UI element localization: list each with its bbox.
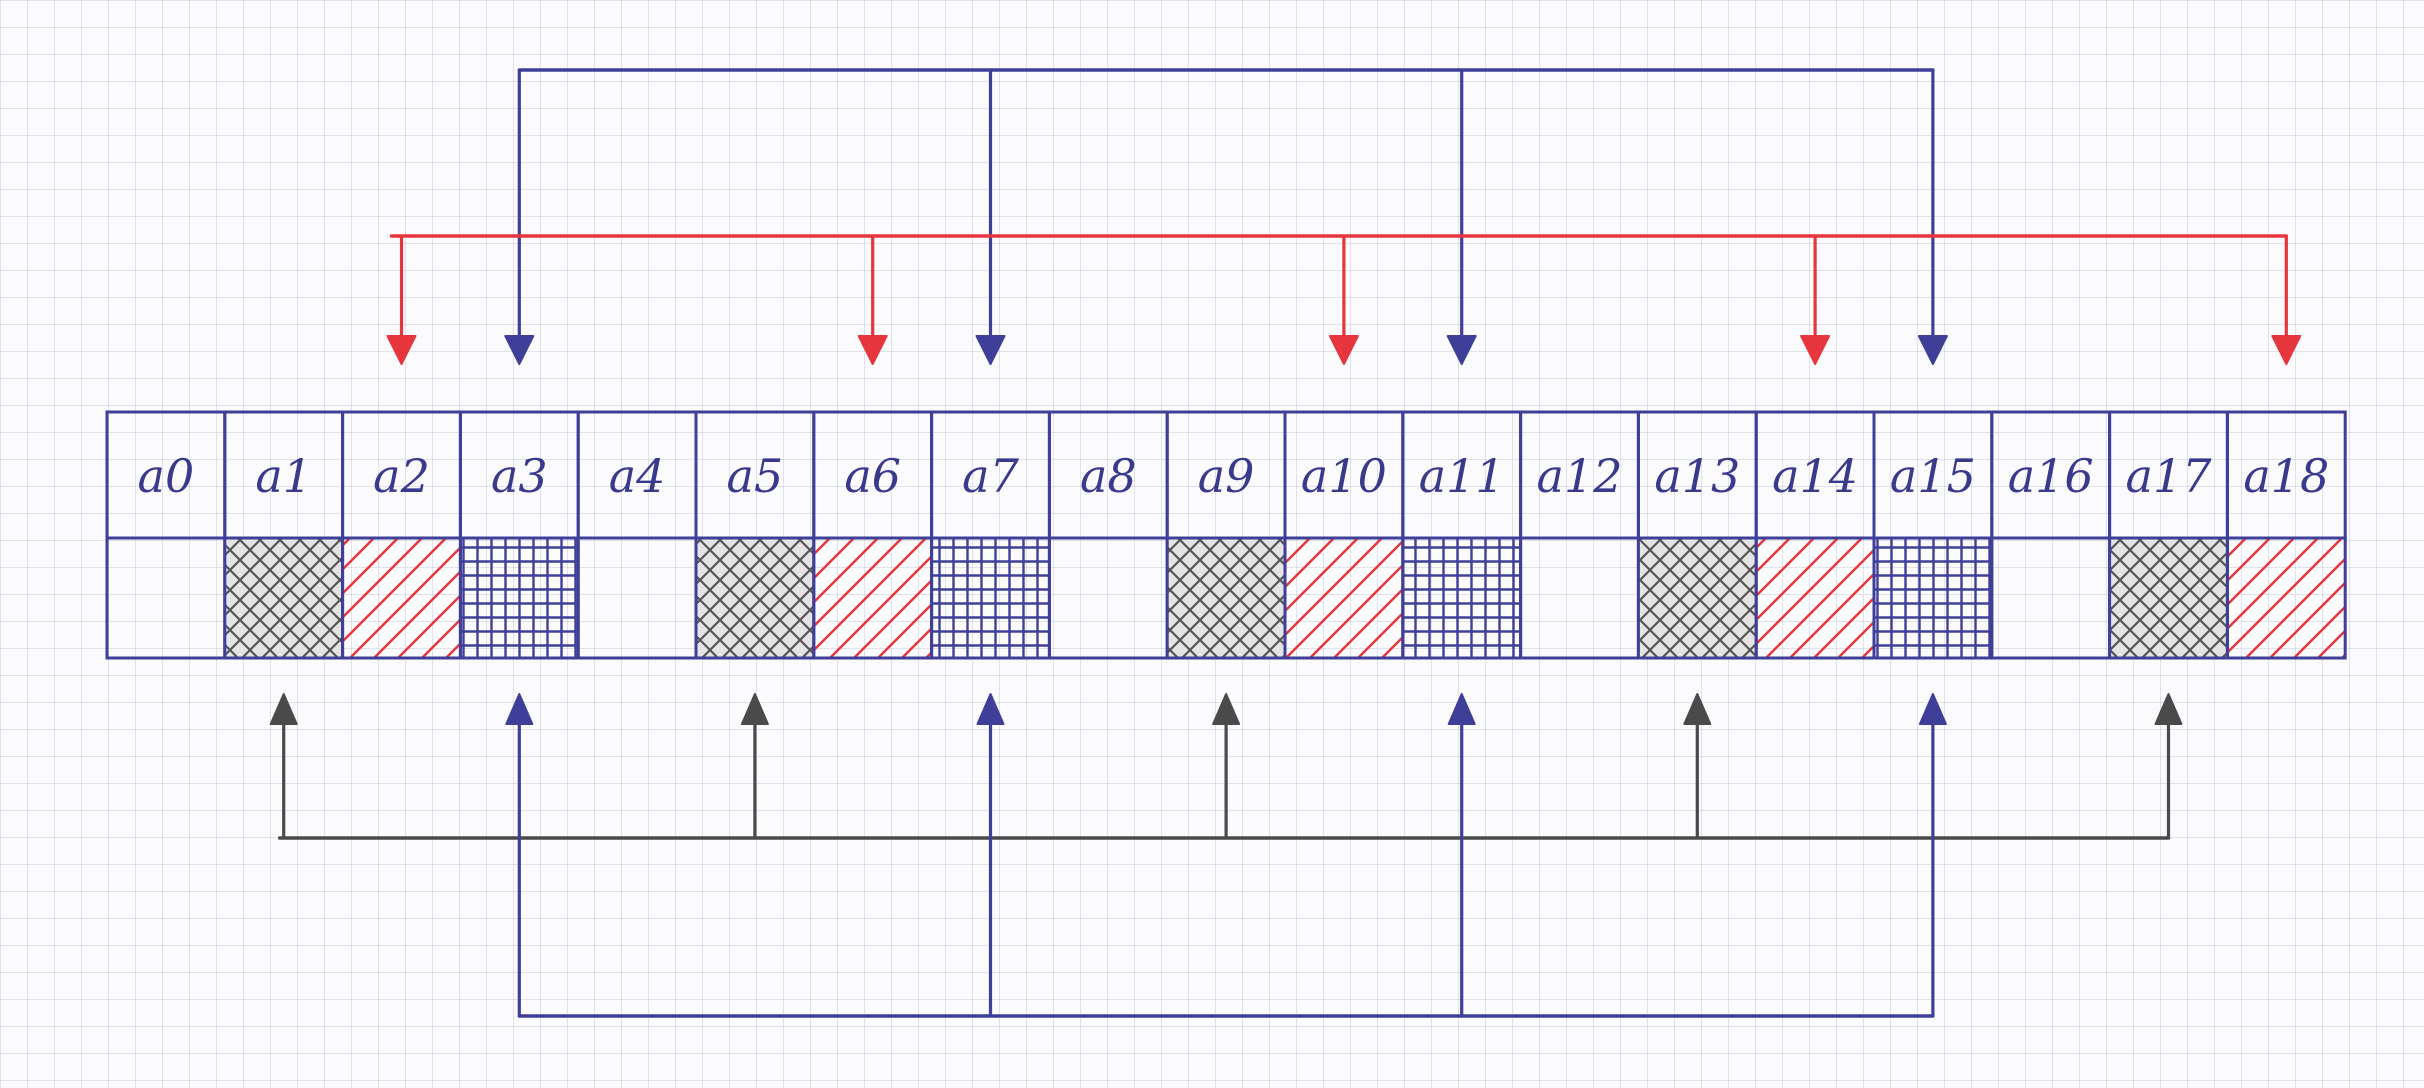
cell-a1: a1 (223, 410, 345, 660)
cell-label: a14 (1772, 449, 1858, 503)
cell-label: a15 (1890, 449, 1976, 503)
cell-a15: a15 (1872, 410, 1994, 660)
cell-pattern-none (105, 536, 227, 660)
cell-label: a11 (1419, 449, 1505, 503)
cell-a9: a9 (1165, 410, 1287, 660)
cell-pattern-grid-blue (458, 536, 580, 660)
cell-a7: a7 (930, 410, 1051, 660)
top-blue-connector (504, 68, 1948, 365)
arrowhead-icon (386, 335, 417, 365)
cell-label: a3 (491, 449, 548, 503)
cell-a3: a3 (458, 410, 580, 660)
cell-a18: a18 (2225, 410, 2347, 660)
cell-pattern-grid-blue (930, 536, 1051, 660)
cell-pattern-diagonal-red (812, 536, 934, 660)
arrowhead-icon (1800, 335, 1831, 365)
cell-pattern-diagonal-red (1754, 536, 1876, 660)
cell-label: a16 (2008, 449, 2094, 503)
cell-label: a7 (962, 449, 1019, 503)
cell-a16: a16 (1990, 410, 2112, 660)
cell-pattern-none (576, 536, 698, 660)
cell-a2: a2 (341, 410, 462, 660)
arrowhead-icon (504, 335, 535, 365)
cell-pattern-crosshatch-gray (2108, 536, 2229, 660)
arrowhead-icon (857, 335, 888, 365)
arrowhead-icon (1683, 693, 1712, 725)
arrowhead-icon (2271, 335, 2302, 365)
cell-pattern-crosshatch-gray (1636, 536, 1758, 660)
cell-pattern-diagonal-red (341, 536, 462, 660)
cell-pattern-none (1047, 536, 1169, 660)
arrowhead-icon (1212, 693, 1241, 725)
cell-pattern-crosshatch-gray (223, 536, 345, 660)
cell-label: a2 (373, 449, 430, 503)
cell-label: a1 (255, 449, 312, 503)
cell-label: a6 (844, 449, 901, 503)
cell-a12: a12 (1519, 410, 1640, 660)
arrowhead-icon (1446, 335, 1477, 365)
cell-label: a12 (1537, 449, 1623, 503)
connectors (269, 68, 2302, 1018)
cell-a10: a10 (1283, 410, 1405, 660)
cell-label: a8 (1080, 449, 1137, 503)
cell-pattern-crosshatch-gray (1165, 536, 1287, 660)
cell-label: a5 (727, 449, 784, 503)
cell-a4: a4 (576, 410, 698, 660)
arrowhead-icon (269, 693, 298, 725)
cell-pattern-none (1990, 536, 2112, 660)
cell-label: a13 (1654, 449, 1740, 503)
cell-label: a0 (138, 449, 195, 503)
arrowhead-icon (1447, 693, 1476, 725)
arrowhead-icon (976, 693, 1005, 725)
cell-pattern-crosshatch-gray (694, 536, 816, 660)
bottom-gray-connector (269, 693, 2183, 840)
cell-label: a4 (609, 449, 666, 503)
cell-label: a17 (2126, 449, 2213, 503)
top-red-connector (386, 234, 2302, 365)
arrowhead-icon (1917, 335, 1948, 365)
cell-a8: a8 (1047, 410, 1169, 660)
cell-pattern-none (1519, 536, 1640, 660)
bottom-blue-connector (505, 693, 1947, 1018)
cell-a13: a13 (1636, 410, 1758, 660)
arrowhead-icon (1328, 335, 1359, 365)
cell-label: a10 (1301, 449, 1387, 503)
arrowhead-icon (505, 693, 534, 725)
cell-a17: a17 (2108, 410, 2229, 660)
cell-label: a9 (1198, 449, 1255, 503)
cell-a0: a0 (105, 410, 227, 660)
cell-a6: a6 (812, 410, 934, 660)
arrowhead-icon (1918, 693, 1947, 725)
cell-a14: a14 (1754, 410, 1876, 660)
array-cells: a0 a1 a2 a3 a4 a5 a6 a7 a8 a9 a10 a11 a12 a13 a14 a15 a1… (105, 410, 2347, 660)
cell-pattern-grid-blue (1401, 536, 1523, 660)
cell-label: a18 (2243, 449, 2329, 503)
arrowhead-icon (975, 335, 1006, 365)
cell-a11: a11 (1401, 410, 1523, 660)
cell-pattern-diagonal-red (2225, 536, 2347, 660)
arrowhead-icon (2154, 693, 2183, 725)
arrowhead-icon (740, 693, 769, 725)
cell-a5: a5 (694, 410, 816, 660)
cell-pattern-grid-blue (1872, 536, 1994, 660)
cell-pattern-diagonal-red (1283, 536, 1405, 660)
